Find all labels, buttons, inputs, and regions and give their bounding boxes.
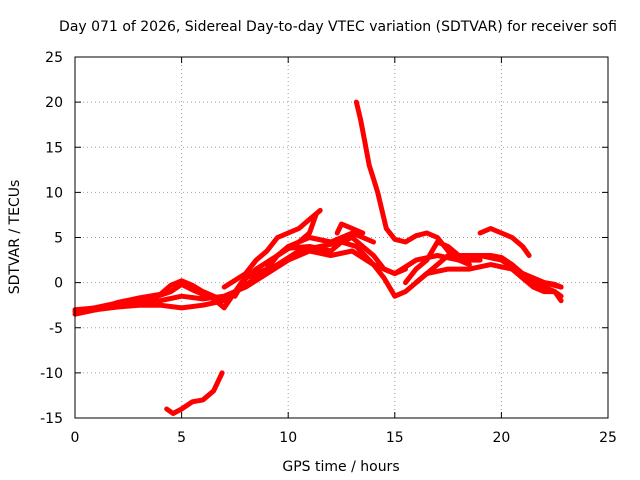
y-axis: -15 -10 -5 0 5 10 15 20 25 <box>40 50 608 427</box>
y-tick-label: -5 <box>49 321 63 337</box>
y-tick-label: 20 <box>45 95 63 111</box>
y-tick-label: -15 <box>40 411 63 427</box>
series-trace-11 <box>477 226 532 258</box>
y-axis-label: SDTVAR / TECUs <box>7 180 23 295</box>
y-tick-label: 15 <box>45 140 63 156</box>
series-trace-9 <box>353 99 564 290</box>
data-traces <box>72 99 564 416</box>
series-trace-2 <box>72 239 564 317</box>
x-axis: 0 5 10 15 20 25 <box>71 57 617 446</box>
series-trace-5 <box>232 230 376 299</box>
series-trace-7 <box>264 235 408 277</box>
y-tick-label: 0 <box>54 276 63 292</box>
series-trace-4 <box>72 278 227 314</box>
y-tick-label: 25 <box>45 50 63 66</box>
series-trace-13 <box>509 266 564 299</box>
x-tick-label: 25 <box>599 430 617 446</box>
y-tick-label: -10 <box>40 366 63 382</box>
y-tick-label: 10 <box>45 185 63 201</box>
x-axis-label: GPS time / hours <box>282 459 399 475</box>
grid <box>75 57 608 418</box>
x-tick-label: 20 <box>492 430 510 446</box>
x-tick-label: 5 <box>177 430 186 446</box>
series-trace-8 <box>334 221 366 236</box>
series-trace-6 <box>221 207 323 290</box>
x-tick-label: 15 <box>386 430 404 446</box>
x-tick-label: 0 <box>71 430 80 446</box>
series-trace-12 <box>403 239 483 286</box>
chart-title: Day 071 of 2026, Sidereal Day-to-day VTE… <box>59 19 617 35</box>
x-tick-label: 10 <box>279 430 297 446</box>
y-tick-label: 5 <box>54 231 63 247</box>
series-trace-10 <box>413 253 472 286</box>
series-trace-14 <box>164 370 225 416</box>
